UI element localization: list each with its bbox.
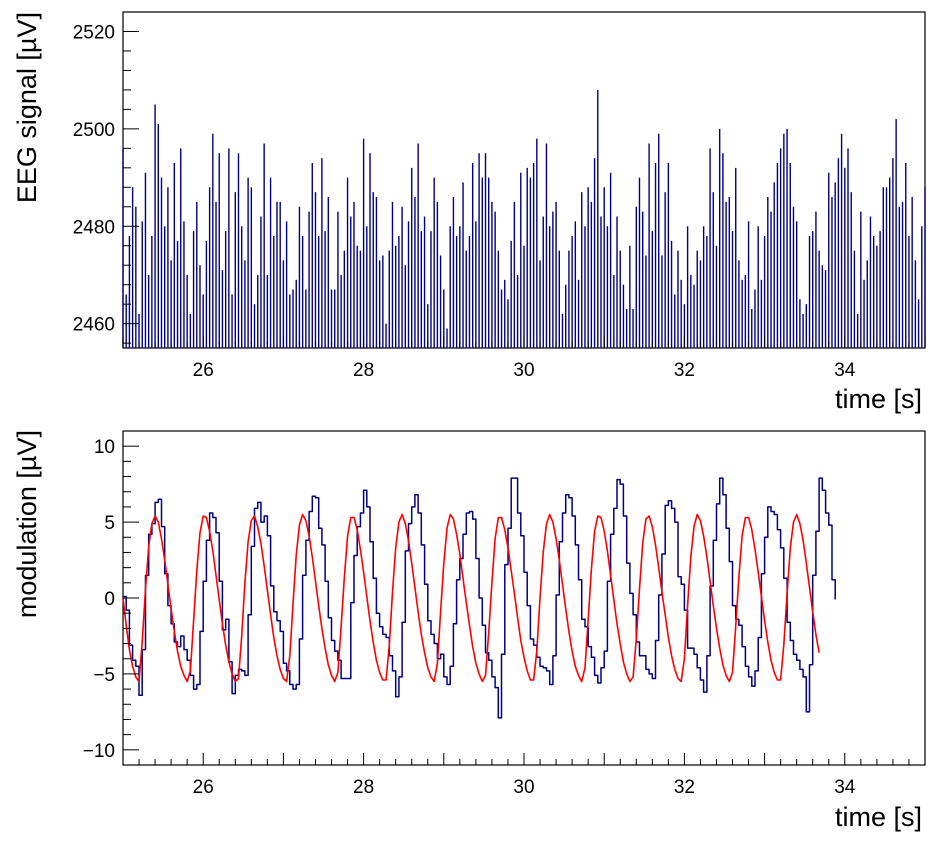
bottom-y-tick-label: 0 [104,589,115,610]
bottom-x-tick-label: 34 [834,777,856,798]
modulation-panel: 26 28 30 32 34 −10 −5 0 5 10 time [s] modulation… [12,430,926,832]
modulation-lines [122,477,836,719]
modulation-measured-line [123,477,836,719]
top-x-tick-label: 34 [834,360,856,381]
top-x-axis-title: time [s] [835,384,922,414]
top-y-tick-label: 2480 [73,217,115,238]
top-y-axis-title: EEG signal [µV] [12,12,42,203]
bottom-x-tick-label: 30 [513,777,534,798]
bottom-y-tick-label: 5 [104,513,115,534]
modulation-fit-line [122,513,820,683]
eeg-signal-panel: 26 28 30 32 34 2460 2480 2500 2520 time [s] EEG… [12,11,926,414]
bottom-y-tick-label: −10 [83,741,115,762]
eeg-bars [122,89,926,348]
top-x-tick-label: 30 [513,360,534,381]
bottom-x-tick-label: 32 [674,777,695,798]
top-x-tick-label: 26 [193,360,214,381]
bottom-x-tick-label: 26 [193,777,214,798]
top-x-tick-label: 28 [353,360,374,381]
top-y-axis: 2460 2480 2500 2520 [73,11,139,344]
top-y-tick-label: 2460 [73,315,115,336]
bottom-x-axis: 26 28 30 32 34 [122,753,926,798]
top-x-axis: 26 28 30 32 34 [122,336,926,381]
top-y-tick-label: 2520 [73,22,115,43]
bottom-x-axis-title: time [s] [835,802,922,832]
bottom-y-tick-label: −5 [93,665,115,686]
bottom-y-axis-title: modulation [µV] [12,430,42,618]
top-x-tick-label: 32 [674,360,695,381]
bottom-y-axis: −10 −5 0 5 10 [83,430,139,766]
bottom-y-tick-label: 10 [94,437,115,458]
bottom-x-tick-label: 28 [353,777,374,798]
top-y-tick-label: 2500 [73,120,115,141]
